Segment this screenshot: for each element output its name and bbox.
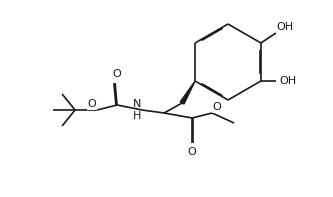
Text: N
H: N H [133, 99, 141, 121]
Text: OH: OH [279, 76, 296, 86]
Polygon shape [180, 81, 195, 104]
Text: O: O [88, 99, 97, 110]
Text: OH: OH [276, 22, 293, 33]
Text: O: O [113, 69, 122, 79]
Text: O: O [188, 147, 196, 157]
Text: O: O [212, 102, 221, 112]
